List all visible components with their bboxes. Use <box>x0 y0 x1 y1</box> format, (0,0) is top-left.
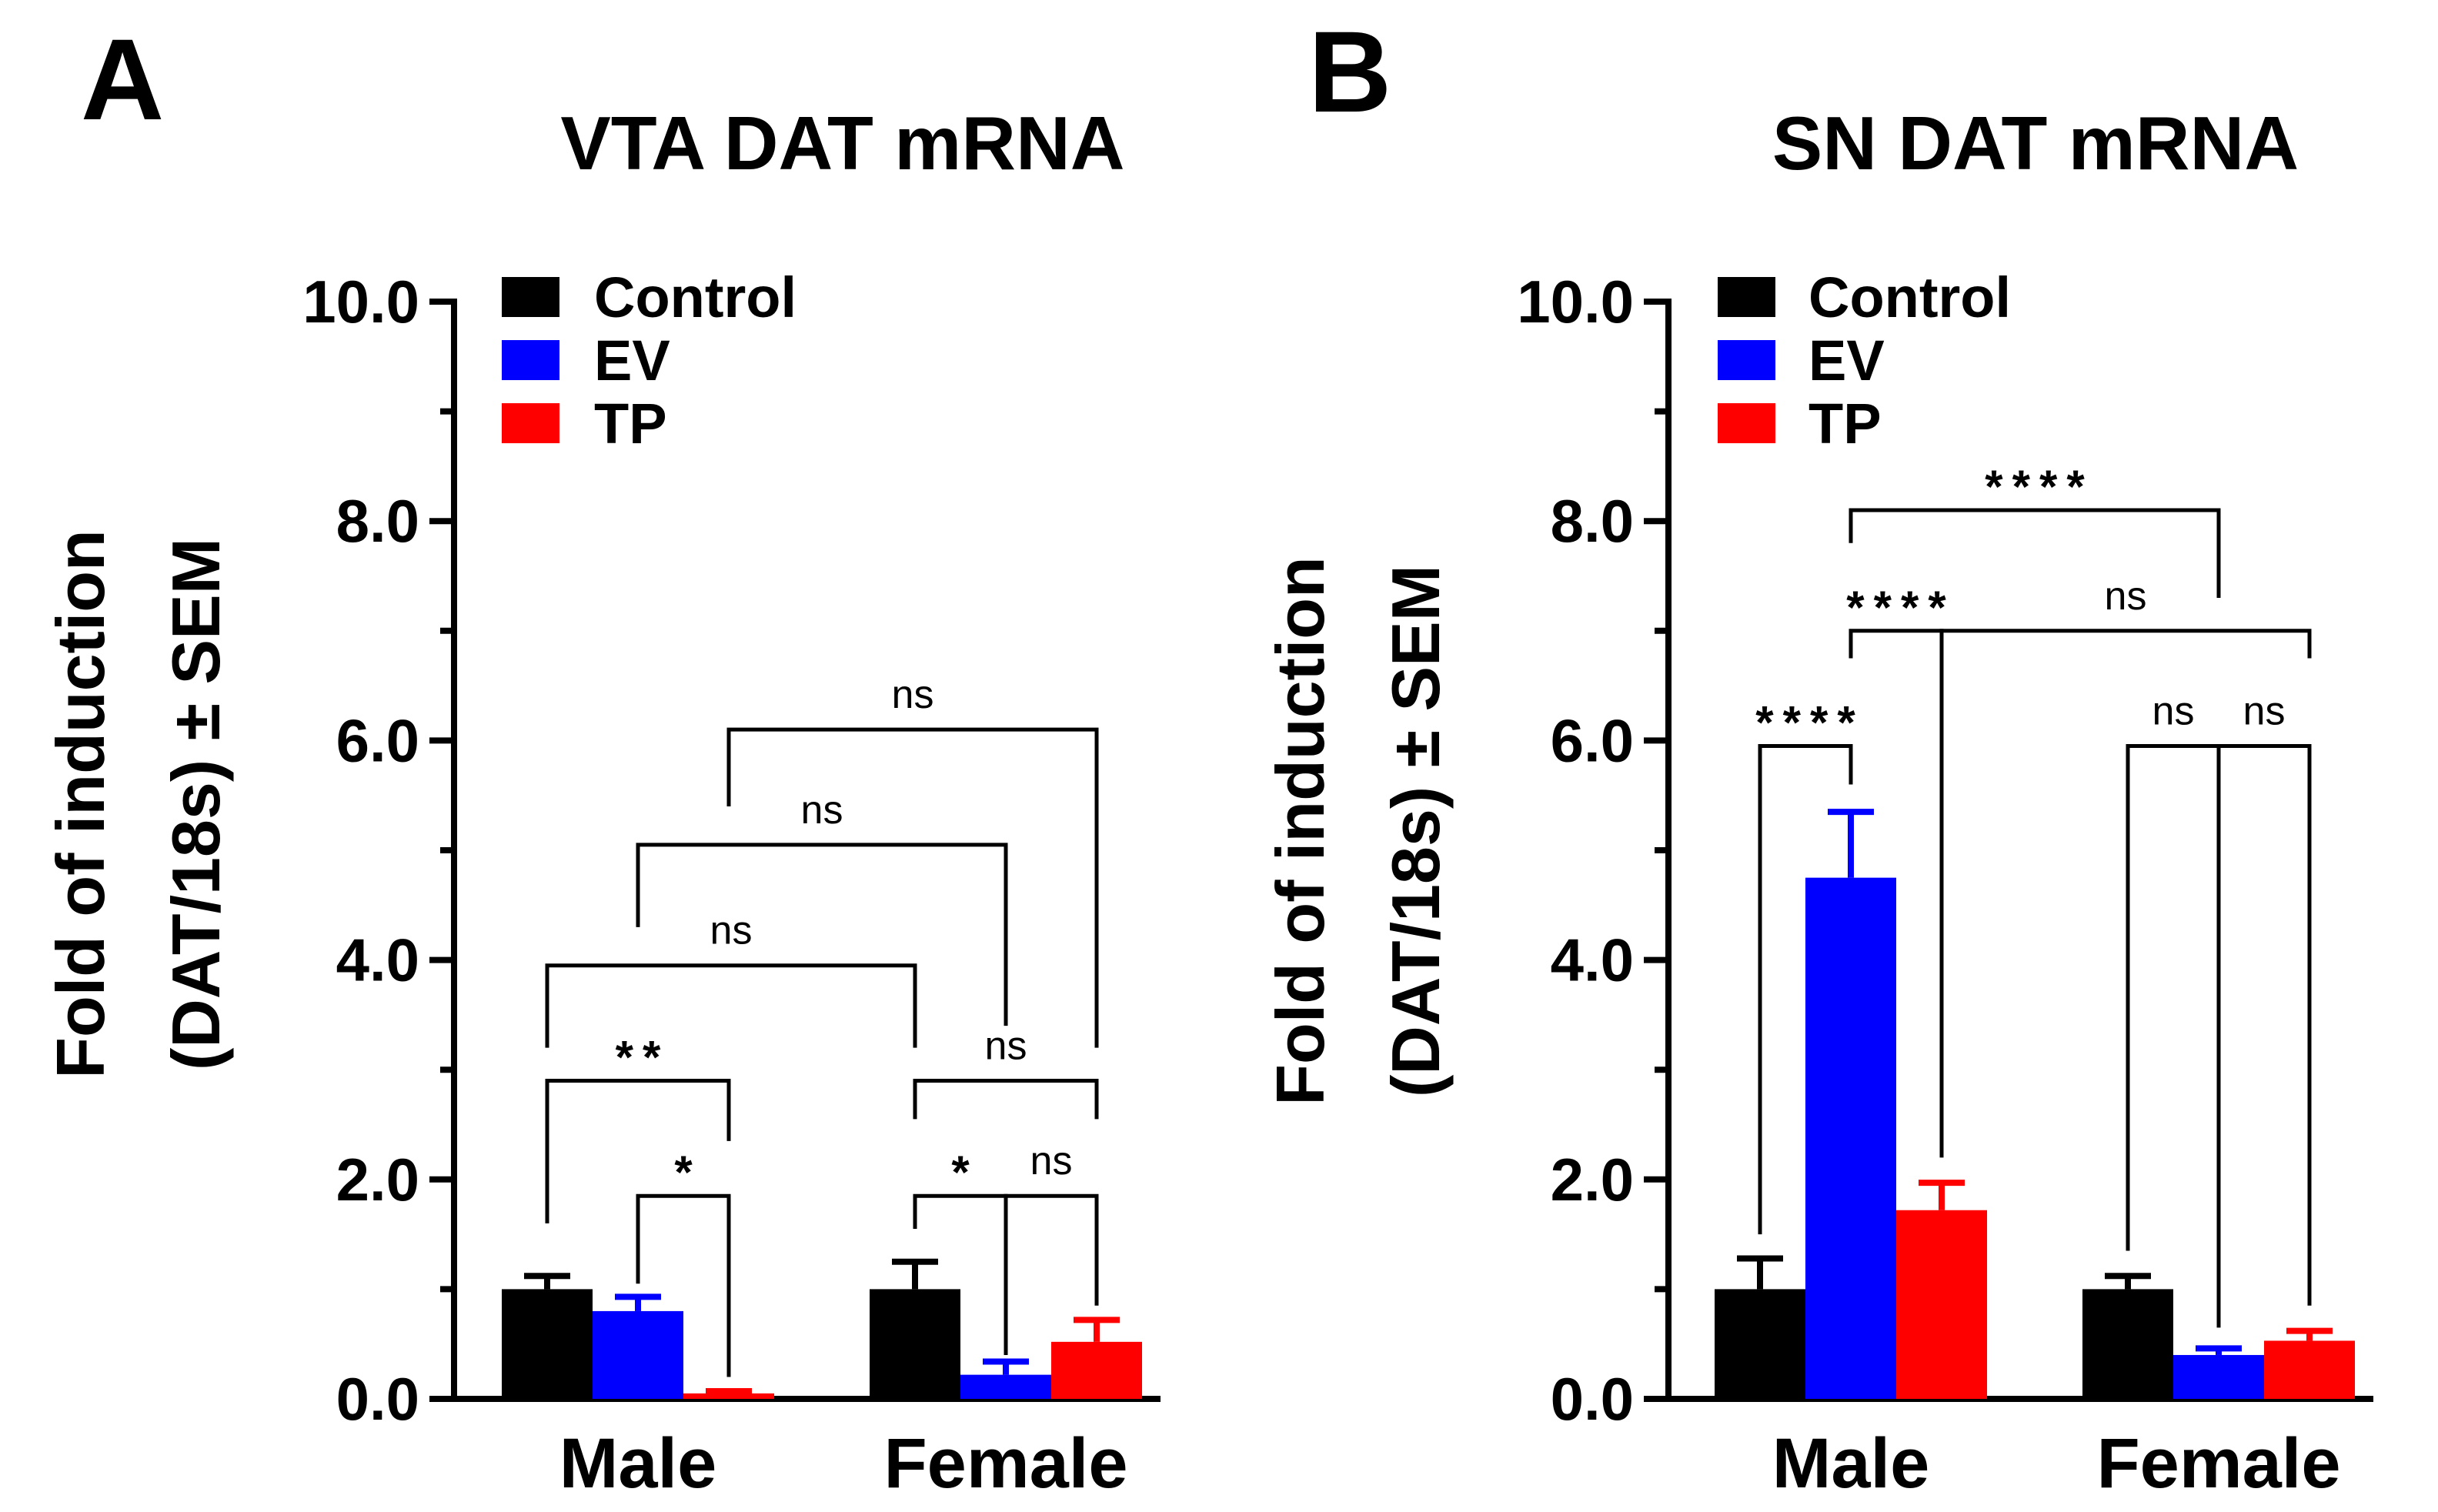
y-tick-label: 0.0 <box>1551 1365 1634 1433</box>
x-category-label: Male <box>559 1424 717 1503</box>
y-tick-label: 2.0 <box>336 1146 419 1213</box>
y-tick-label: 6.0 <box>336 706 419 774</box>
legend-a: Control EV TP <box>502 265 797 456</box>
legend-label-ev-a: EV <box>594 329 670 392</box>
y-axis-label-a-line2: (DAT/18s) ± SEM <box>158 538 234 1070</box>
y-tick-label: 10.0 <box>302 268 419 335</box>
bar-control-male <box>1715 1289 1805 1399</box>
legend-label-tp-a: TP <box>594 392 667 456</box>
y-axis-label-b-line2: (DAT/18s) ± SEM <box>1378 565 1454 1097</box>
panel-b: B SN DAT mRNA Fold of induction (DAT/18s… <box>1262 7 2373 1503</box>
legend-label-tp-b: TP <box>1808 392 1882 456</box>
significance-bracket <box>726 727 1099 1048</box>
panel-a: A VTA DAT mRNA Fold of induction (DAT/18… <box>42 15 1161 1503</box>
significance-label: ns <box>892 673 934 717</box>
chart-title-b: SN DAT mRNA <box>1772 101 2299 185</box>
y-tick-label: 0.0 <box>336 1365 419 1433</box>
legend-label-control-a: Control <box>594 265 797 329</box>
bar-control-female <box>2082 1289 2173 1399</box>
legend-swatch-ev-b <box>1718 340 1775 380</box>
panel-letter-b: B <box>1308 7 1391 136</box>
significance-label: * <box>674 1147 701 1198</box>
significance-bracket <box>636 843 1008 1026</box>
y-tick-label: 2.0 <box>1551 1146 1634 1213</box>
significance-label: ns <box>801 788 843 833</box>
significance-label: ns <box>2243 689 2286 734</box>
x-category-label: Female <box>2096 1424 2340 1503</box>
significance-label: ns <box>2152 689 2195 734</box>
significance-bracket <box>2216 744 2312 1328</box>
comparisons-b: **** **** ns ns ns **** <box>1755 461 2312 1328</box>
panel-letter-a: A <box>81 15 164 144</box>
bar-tp-male <box>683 1393 774 1399</box>
chart-title-a: VTA DAT mRNA <box>560 101 1124 185</box>
significance-label: **** <box>1846 582 1955 633</box>
y-axis-b: 0.0 2.0 4.0 6.0 8.0 10.0 <box>1517 268 2373 1433</box>
y-tick-label: 10.0 <box>1517 268 1634 335</box>
significance-bracket <box>1939 629 2312 1158</box>
y-axis-a: 0.0 2.0 4.0 6.0 8.0 10.0 <box>302 268 1161 1433</box>
bar-ev-male <box>593 1310 683 1399</box>
significance-bracket <box>2126 744 2221 1328</box>
legend-swatch-tp-a <box>502 403 559 443</box>
bar-ev-female <box>2173 1354 2264 1399</box>
y-tick-label: 8.0 <box>1551 487 1634 555</box>
legend-label-control-b: Control <box>1808 265 2011 329</box>
bars-a <box>502 1258 1142 1399</box>
legend-swatch-ev-a <box>502 340 559 380</box>
significance-label: ns <box>2105 574 2147 619</box>
legend-swatch-tp-b <box>1718 403 1775 443</box>
y-tick-label: 8.0 <box>336 487 419 555</box>
bar-ev-female <box>960 1374 1051 1399</box>
y-axis-label-b-line1: Fold of induction <box>1262 556 1338 1106</box>
significance-bracket <box>545 963 917 1048</box>
significance-bracket <box>913 1078 1099 1120</box>
significance-label: * <box>951 1147 978 1198</box>
y-tick-label: 4.0 <box>1551 926 1634 994</box>
significance-label: **** <box>1985 461 2093 512</box>
legend-swatch-control-a <box>502 277 559 317</box>
significance-bracket <box>1758 744 1853 1235</box>
bar-tp-female <box>2264 1340 2355 1399</box>
significance-label: ** <box>616 1031 670 1083</box>
bar-ev-male <box>1805 877 1896 1399</box>
bar-control-male <box>502 1289 593 1399</box>
legend-swatch-control-b <box>1718 277 1775 317</box>
x-category-label: Female <box>883 1424 1127 1503</box>
significance-label: ns <box>1030 1139 1073 1183</box>
y-tick-label: 4.0 <box>336 926 419 994</box>
y-axis-label-a-line1: Fold of induction <box>42 529 119 1079</box>
significance-bracket <box>545 1078 731 1223</box>
x-categories-a: Male Female <box>559 1424 1128 1503</box>
significance-bracket <box>1849 508 2221 599</box>
legend-label-ev-b: EV <box>1808 329 1885 392</box>
significance-label: ns <box>710 909 753 953</box>
x-categories-b: Male Female <box>1772 1424 2341 1503</box>
bar-control-female <box>870 1289 960 1399</box>
bar-tp-male <box>1896 1210 1987 1399</box>
significance-bracket <box>1004 1193 1099 1339</box>
significance-label: **** <box>1755 697 1864 749</box>
x-category-label: Male <box>1772 1424 1930 1503</box>
legend-b: Control EV TP <box>1718 265 2011 456</box>
significance-label: ns <box>985 1023 1027 1068</box>
y-tick-label: 6.0 <box>1551 706 1634 774</box>
significance-bracket <box>636 1193 731 1377</box>
bar-tp-female <box>1051 1341 1142 1399</box>
bars-b <box>1715 809 2355 1399</box>
